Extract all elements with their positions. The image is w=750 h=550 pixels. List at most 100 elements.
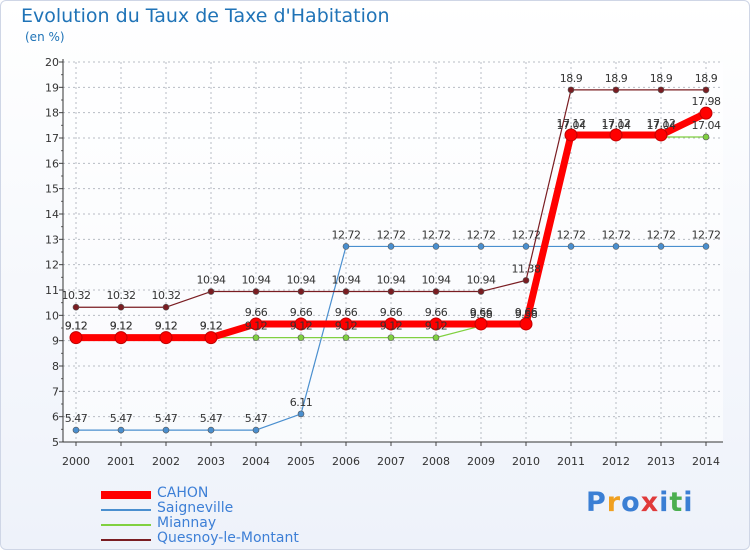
data-label-saigneville: 5.47 xyxy=(200,412,223,425)
data-point-saigneville xyxy=(252,426,260,434)
data-label-saigneville: 5.47 xyxy=(245,412,268,425)
data-label-miannay: 9.12 xyxy=(155,320,178,333)
data-point-saigneville xyxy=(702,243,710,250)
data-point-quesnoy-le-montant xyxy=(207,288,215,295)
data-label-quesnoy-le-montant: 10.94 xyxy=(422,274,451,287)
data-label-miannay: 9.12 xyxy=(110,320,133,333)
legend-swatch xyxy=(101,524,151,526)
data-point-miannay xyxy=(252,334,260,341)
y-tick-label: 13 xyxy=(45,233,59,246)
y-tick-label: 12 xyxy=(45,259,59,272)
x-tick-label: 2001 xyxy=(107,455,135,468)
data-point-quesnoy-le-montant xyxy=(522,277,530,284)
y-tick-label: 19 xyxy=(45,81,59,94)
data-point-quesnoy-le-montant xyxy=(567,86,575,94)
logo-letter: x xyxy=(640,487,660,518)
data-label-miannay: 17.04 xyxy=(647,119,676,132)
data-label-saigneville: 12.72 xyxy=(377,228,406,241)
data-label-saigneville: 12.72 xyxy=(332,228,361,241)
data-label-quesnoy-le-montant: 11.38 xyxy=(512,262,541,275)
data-label-cahon: 9.12 xyxy=(200,320,223,333)
data-point-saigneville xyxy=(387,243,395,250)
data-point-cahon xyxy=(519,317,533,331)
x-tick-label: 2004 xyxy=(242,455,270,468)
data-label-miannay: 17.04 xyxy=(602,119,631,132)
data-label-miannay: 9.12 xyxy=(380,320,403,333)
y-tick-label: 8 xyxy=(52,360,59,373)
data-label-saigneville: 12.72 xyxy=(422,228,451,241)
data-point-cahon xyxy=(654,128,668,142)
data-point-cahon xyxy=(114,331,128,345)
data-point-quesnoy-le-montant xyxy=(657,86,665,94)
data-label-cahon: 17.12 xyxy=(647,117,676,130)
data-label-cahon: 9.12 xyxy=(110,320,133,333)
data-point-saigneville xyxy=(297,410,305,418)
x-tick-label: 2007 xyxy=(377,455,405,468)
x-tick-label: 2000 xyxy=(62,455,90,468)
data-label-saigneville: 12.72 xyxy=(512,228,541,241)
data-label-cahon: 9.12 xyxy=(155,320,178,333)
y-tick-label: 11 xyxy=(45,284,59,297)
data-label-miannay: 9.12 xyxy=(335,320,358,333)
data-label-miannay: 9.12 xyxy=(245,320,268,333)
chart-subtitle: (en %) xyxy=(25,30,65,44)
data-point-cahon xyxy=(249,317,263,331)
y-tick-label: 16 xyxy=(45,157,59,170)
data-label-miannay: 9.12 xyxy=(200,320,223,333)
data-label-cahon: 17.12 xyxy=(602,117,631,130)
data-label-cahon: 9.12 xyxy=(65,320,88,333)
data-point-cahon xyxy=(294,317,308,331)
data-label-miannay: 17.04 xyxy=(692,119,721,132)
data-point-quesnoy-le-montant xyxy=(387,288,395,295)
y-tick-label: 7 xyxy=(52,385,59,398)
data-point-miannay xyxy=(297,334,305,341)
data-label-miannay: 9.12 xyxy=(290,320,313,333)
data-point-cahon xyxy=(384,317,398,331)
data-point-quesnoy-le-montant xyxy=(72,303,80,311)
legend-swatch xyxy=(101,509,151,511)
logo-letter: o xyxy=(621,487,641,518)
plot-area xyxy=(63,62,723,442)
data-label-cahon: 9.66 xyxy=(335,306,358,319)
data-point-quesnoy-le-montant xyxy=(117,303,125,311)
x-tick-label: 2008 xyxy=(422,455,450,468)
data-label-miannay: 9.58 xyxy=(515,308,538,321)
logo-letter: t xyxy=(669,487,684,518)
legend-label: Quesnoy-le-Montant xyxy=(157,530,299,546)
legend-swatch xyxy=(101,491,151,499)
legend-label: Saigneville xyxy=(157,500,234,516)
x-tick-label: 2002 xyxy=(152,455,180,468)
y-tick-label: 15 xyxy=(45,183,59,196)
data-label-quesnoy-le-montant: 10.32 xyxy=(62,289,91,302)
data-label-miannay: 9.12 xyxy=(425,320,448,333)
data-point-cahon xyxy=(69,331,83,345)
data-point-saigneville xyxy=(342,243,350,250)
data-point-saigneville xyxy=(207,426,215,434)
data-label-quesnoy-le-montant: 18.9 xyxy=(560,72,583,85)
x-tick-label: 2012 xyxy=(602,455,630,468)
y-tick-label: 6 xyxy=(52,411,59,424)
data-label-cahon: 9.66 xyxy=(290,306,313,319)
data-label-miannay: 9.58 xyxy=(470,308,493,321)
data-label-saigneville: 12.72 xyxy=(557,228,586,241)
data-label-quesnoy-le-montant: 10.94 xyxy=(377,274,406,287)
y-tick-label: 20 xyxy=(45,56,59,69)
data-label-quesnoy-le-montant: 18.9 xyxy=(650,72,673,85)
data-point-miannay xyxy=(702,133,710,141)
data-label-quesnoy-le-montant: 10.94 xyxy=(287,274,316,287)
x-tick-label: 2013 xyxy=(647,455,675,468)
logo-letter: P xyxy=(586,487,607,518)
data-label-cahon: 17.98 xyxy=(692,95,721,108)
data-label-quesnoy-le-montant: 18.9 xyxy=(605,72,628,85)
data-label-saigneville: 12.72 xyxy=(647,228,676,241)
y-tick-label: 18 xyxy=(45,107,59,120)
legend-label: Miannay xyxy=(157,515,217,531)
x-tick-label: 2009 xyxy=(467,455,495,468)
x-tick-label: 2005 xyxy=(287,455,315,468)
x-tick-label: 2014 xyxy=(692,455,720,468)
logo-letter: r xyxy=(606,487,622,518)
chart-title: Evolution du Taux de Taxe d'Habitation xyxy=(21,5,390,27)
data-point-quesnoy-le-montant xyxy=(477,288,485,295)
data-label-cahon: 17.12 xyxy=(557,117,586,130)
